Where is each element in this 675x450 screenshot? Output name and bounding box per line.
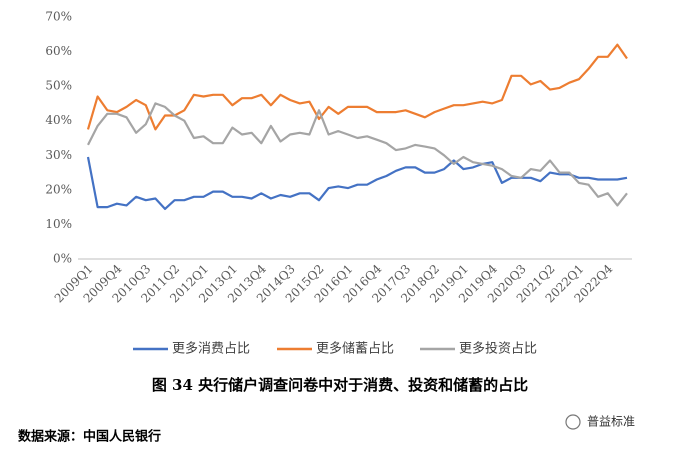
y-tick-label: 10% <box>45 217 72 231</box>
series-line <box>87 102 628 207</box>
legend-label: 更多投资占比 <box>459 341 537 357</box>
series-line <box>86 156 628 210</box>
y-tick-label: 70% <box>45 10 72 24</box>
y-tick-label: 30% <box>45 148 72 162</box>
caption: 图 34 央行储户调查问卷中对于消费、投资和储蓄的占比 <box>152 376 528 394</box>
y-tick-label: 40% <box>45 113 72 127</box>
y-tick-label: 20% <box>45 182 72 196</box>
y-tick-label: 0% <box>53 252 72 266</box>
source: 数据来源：中国人民银行 <box>18 429 161 445</box>
watermark: 普益标准 <box>587 415 635 429</box>
watermark-icon <box>565 414 581 430</box>
legend-label: 更多消费占比 <box>172 341 250 357</box>
y-tick-label: 50% <box>45 79 72 93</box>
legend-label: 更多储蓄占比 <box>316 341 394 357</box>
y-tick-label: 60% <box>45 44 72 58</box>
series-line <box>86 43 628 131</box>
